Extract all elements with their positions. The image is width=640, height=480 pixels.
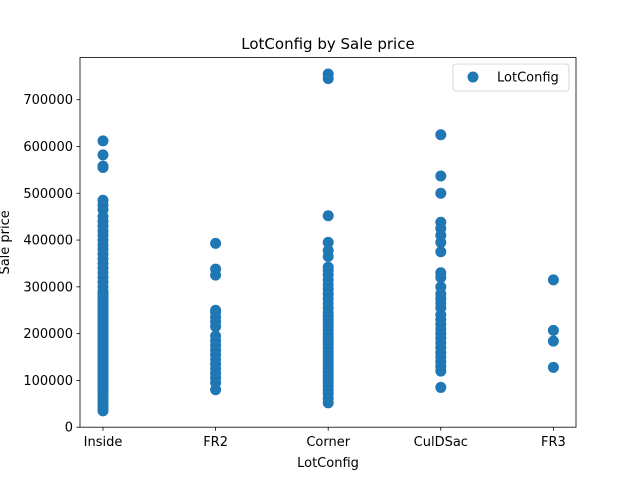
data-point [435, 187, 447, 199]
points-layer [97, 68, 559, 417]
data-point [97, 194, 109, 206]
y-tick-label: 700000 [23, 93, 73, 108]
data-point [210, 304, 222, 316]
data-point [435, 216, 447, 228]
data-point [547, 335, 559, 347]
data-point [210, 330, 222, 342]
x-tick-label: FR3 [541, 435, 566, 450]
x-tick-label: Corner [306, 435, 350, 450]
data-point [322, 261, 334, 273]
y-tick-label: 100000 [23, 374, 73, 389]
x-axis-label: LotConfig [297, 456, 359, 471]
legend-box [452, 63, 570, 92]
y-tick-label: 300000 [23, 280, 73, 295]
legend-label: LotConfig [497, 71, 559, 86]
data-point [435, 281, 447, 293]
y-tick-label: 400000 [23, 234, 73, 249]
data-point [97, 149, 109, 161]
data-point [97, 135, 109, 147]
data-point [97, 160, 109, 172]
data-point [322, 244, 334, 256]
x-ticks: Inside FR2 Corner CulDSac FR3 [84, 427, 566, 450]
data-point [547, 361, 559, 373]
data-point [435, 267, 447, 279]
y-tick-label: 600000 [23, 140, 73, 155]
data-point [435, 170, 447, 182]
legend-marker [467, 71, 479, 83]
data-point [547, 324, 559, 336]
y-axis-label: Sale price [0, 210, 13, 274]
x-tick-label: Inside [84, 435, 123, 450]
chart-title: LotConfig by Sale price [241, 35, 414, 53]
data-point [435, 381, 447, 393]
data-point [210, 237, 222, 249]
data-point [435, 129, 447, 141]
data-point [322, 68, 334, 80]
y-ticks: 0 100000 200000 300000 400000 500000 600000 700… [23, 93, 80, 436]
data-point [210, 263, 222, 275]
x-tick-label: FR2 [203, 435, 228, 450]
y-tick-label: 0 [65, 421, 73, 436]
x-tick-label: CulDSac [414, 435, 468, 450]
y-tick-label: 500000 [23, 187, 73, 202]
data-point [322, 236, 334, 248]
data-point [435, 246, 447, 258]
y-tick-label: 200000 [23, 327, 73, 342]
data-point [322, 210, 334, 222]
legend: LotConfig [452, 63, 570, 92]
data-point [547, 274, 559, 286]
